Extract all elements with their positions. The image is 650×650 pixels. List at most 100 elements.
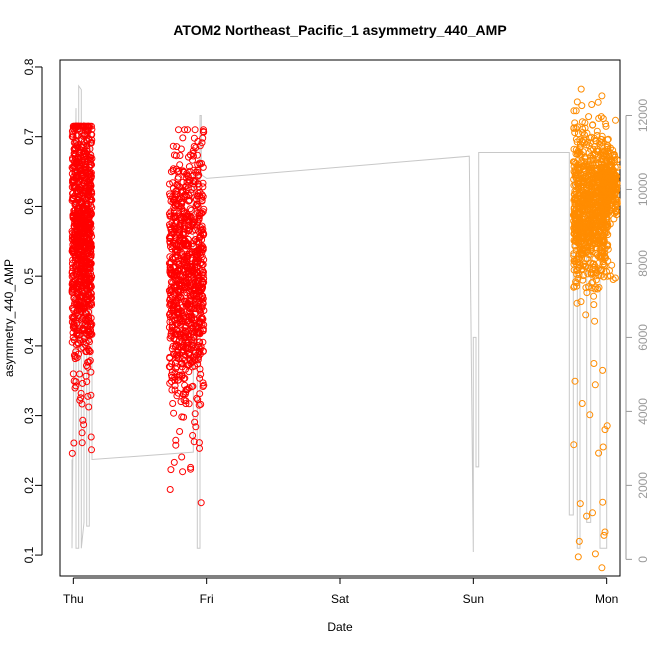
data-point [195, 274, 203, 282]
data-point [607, 155, 615, 163]
data-point [174, 252, 182, 260]
data-point [588, 201, 596, 209]
data-point [72, 382, 80, 390]
data-point [71, 234, 79, 241]
data-point [575, 205, 583, 213]
data-point [571, 223, 579, 231]
data-point [577, 187, 585, 195]
data-point [599, 366, 607, 374]
data-point [88, 131, 96, 139]
data-point [582, 262, 590, 270]
data-point [82, 270, 90, 278]
data-point [180, 221, 188, 229]
data-point [195, 305, 203, 313]
data-point [596, 140, 604, 148]
data-point [68, 449, 76, 457]
data-point [582, 284, 590, 292]
data-point [170, 458, 178, 466]
data-point [579, 272, 587, 280]
x-tick-label: Fri [200, 592, 214, 606]
data-point [591, 285, 599, 293]
data-point [579, 125, 587, 133]
data-point [191, 418, 199, 426]
data-point [182, 397, 190, 405]
data-point [579, 276, 587, 284]
data-point [575, 164, 583, 172]
data-point [188, 383, 196, 391]
data-point [604, 193, 612, 201]
data-point [177, 189, 185, 197]
data-point [587, 139, 595, 147]
data-point [586, 134, 594, 142]
x-axis-label: Date [327, 620, 353, 634]
data-point [173, 143, 181, 151]
data-point [610, 151, 618, 158]
data-point [608, 204, 616, 212]
x-tick-label: Sat [331, 592, 350, 606]
data-point [79, 214, 86, 222]
data-point [593, 269, 601, 276]
data-point [172, 230, 180, 238]
data-point [580, 181, 588, 189]
y-tick-label: 0.6 [22, 198, 36, 215]
data-point [176, 238, 184, 246]
data-point [165, 323, 173, 331]
data-point [583, 194, 591, 202]
data-point [574, 266, 582, 274]
data-point [600, 166, 607, 174]
data-point [87, 330, 95, 337]
data-point [172, 436, 180, 444]
data-point [185, 287, 193, 295]
data-point [190, 152, 197, 160]
data-point [188, 250, 196, 258]
data-point [166, 379, 174, 387]
data-point [609, 146, 617, 154]
data-point [603, 218, 611, 226]
data-point [69, 264, 77, 272]
data-point [72, 140, 80, 148]
data-point [196, 444, 203, 452]
data-point [587, 246, 595, 253]
data-point [76, 292, 84, 300]
data-point [184, 316, 192, 324]
data-point [592, 171, 600, 179]
y2-tick-label: 8000 [636, 250, 650, 277]
data-point [77, 389, 85, 397]
chart-title: ATOM2 Northeast_Pacific_1 asymmetry_440_… [173, 22, 506, 38]
data-point [169, 142, 177, 150]
data-point [181, 324, 189, 332]
data-point [79, 379, 86, 387]
data-point [602, 181, 610, 189]
data-point [85, 403, 93, 411]
data-point [599, 215, 606, 223]
data-point [589, 121, 597, 129]
data-point [169, 167, 177, 174]
data-point [174, 373, 182, 381]
y2-tick-label: 10000 [636, 172, 650, 206]
data-point [592, 229, 600, 236]
data-point [179, 207, 187, 215]
data-point [602, 122, 610, 130]
data-point [78, 400, 86, 408]
data-point [187, 206, 195, 214]
data-point [570, 158, 577, 166]
data-point [77, 262, 85, 270]
data-point [577, 221, 585, 229]
data-point [580, 215, 588, 223]
data-point [190, 337, 198, 345]
data-point [172, 195, 180, 203]
data-point [570, 230, 578, 238]
data-point [571, 237, 579, 245]
data-point [81, 233, 89, 241]
data-point [71, 163, 79, 171]
data-point [173, 277, 181, 285]
data-point [195, 214, 203, 222]
data-point [570, 181, 578, 189]
data-point [580, 173, 588, 181]
data-point [586, 205, 594, 213]
data-point [75, 164, 83, 172]
data-point [181, 256, 189, 263]
data-point [598, 564, 606, 572]
